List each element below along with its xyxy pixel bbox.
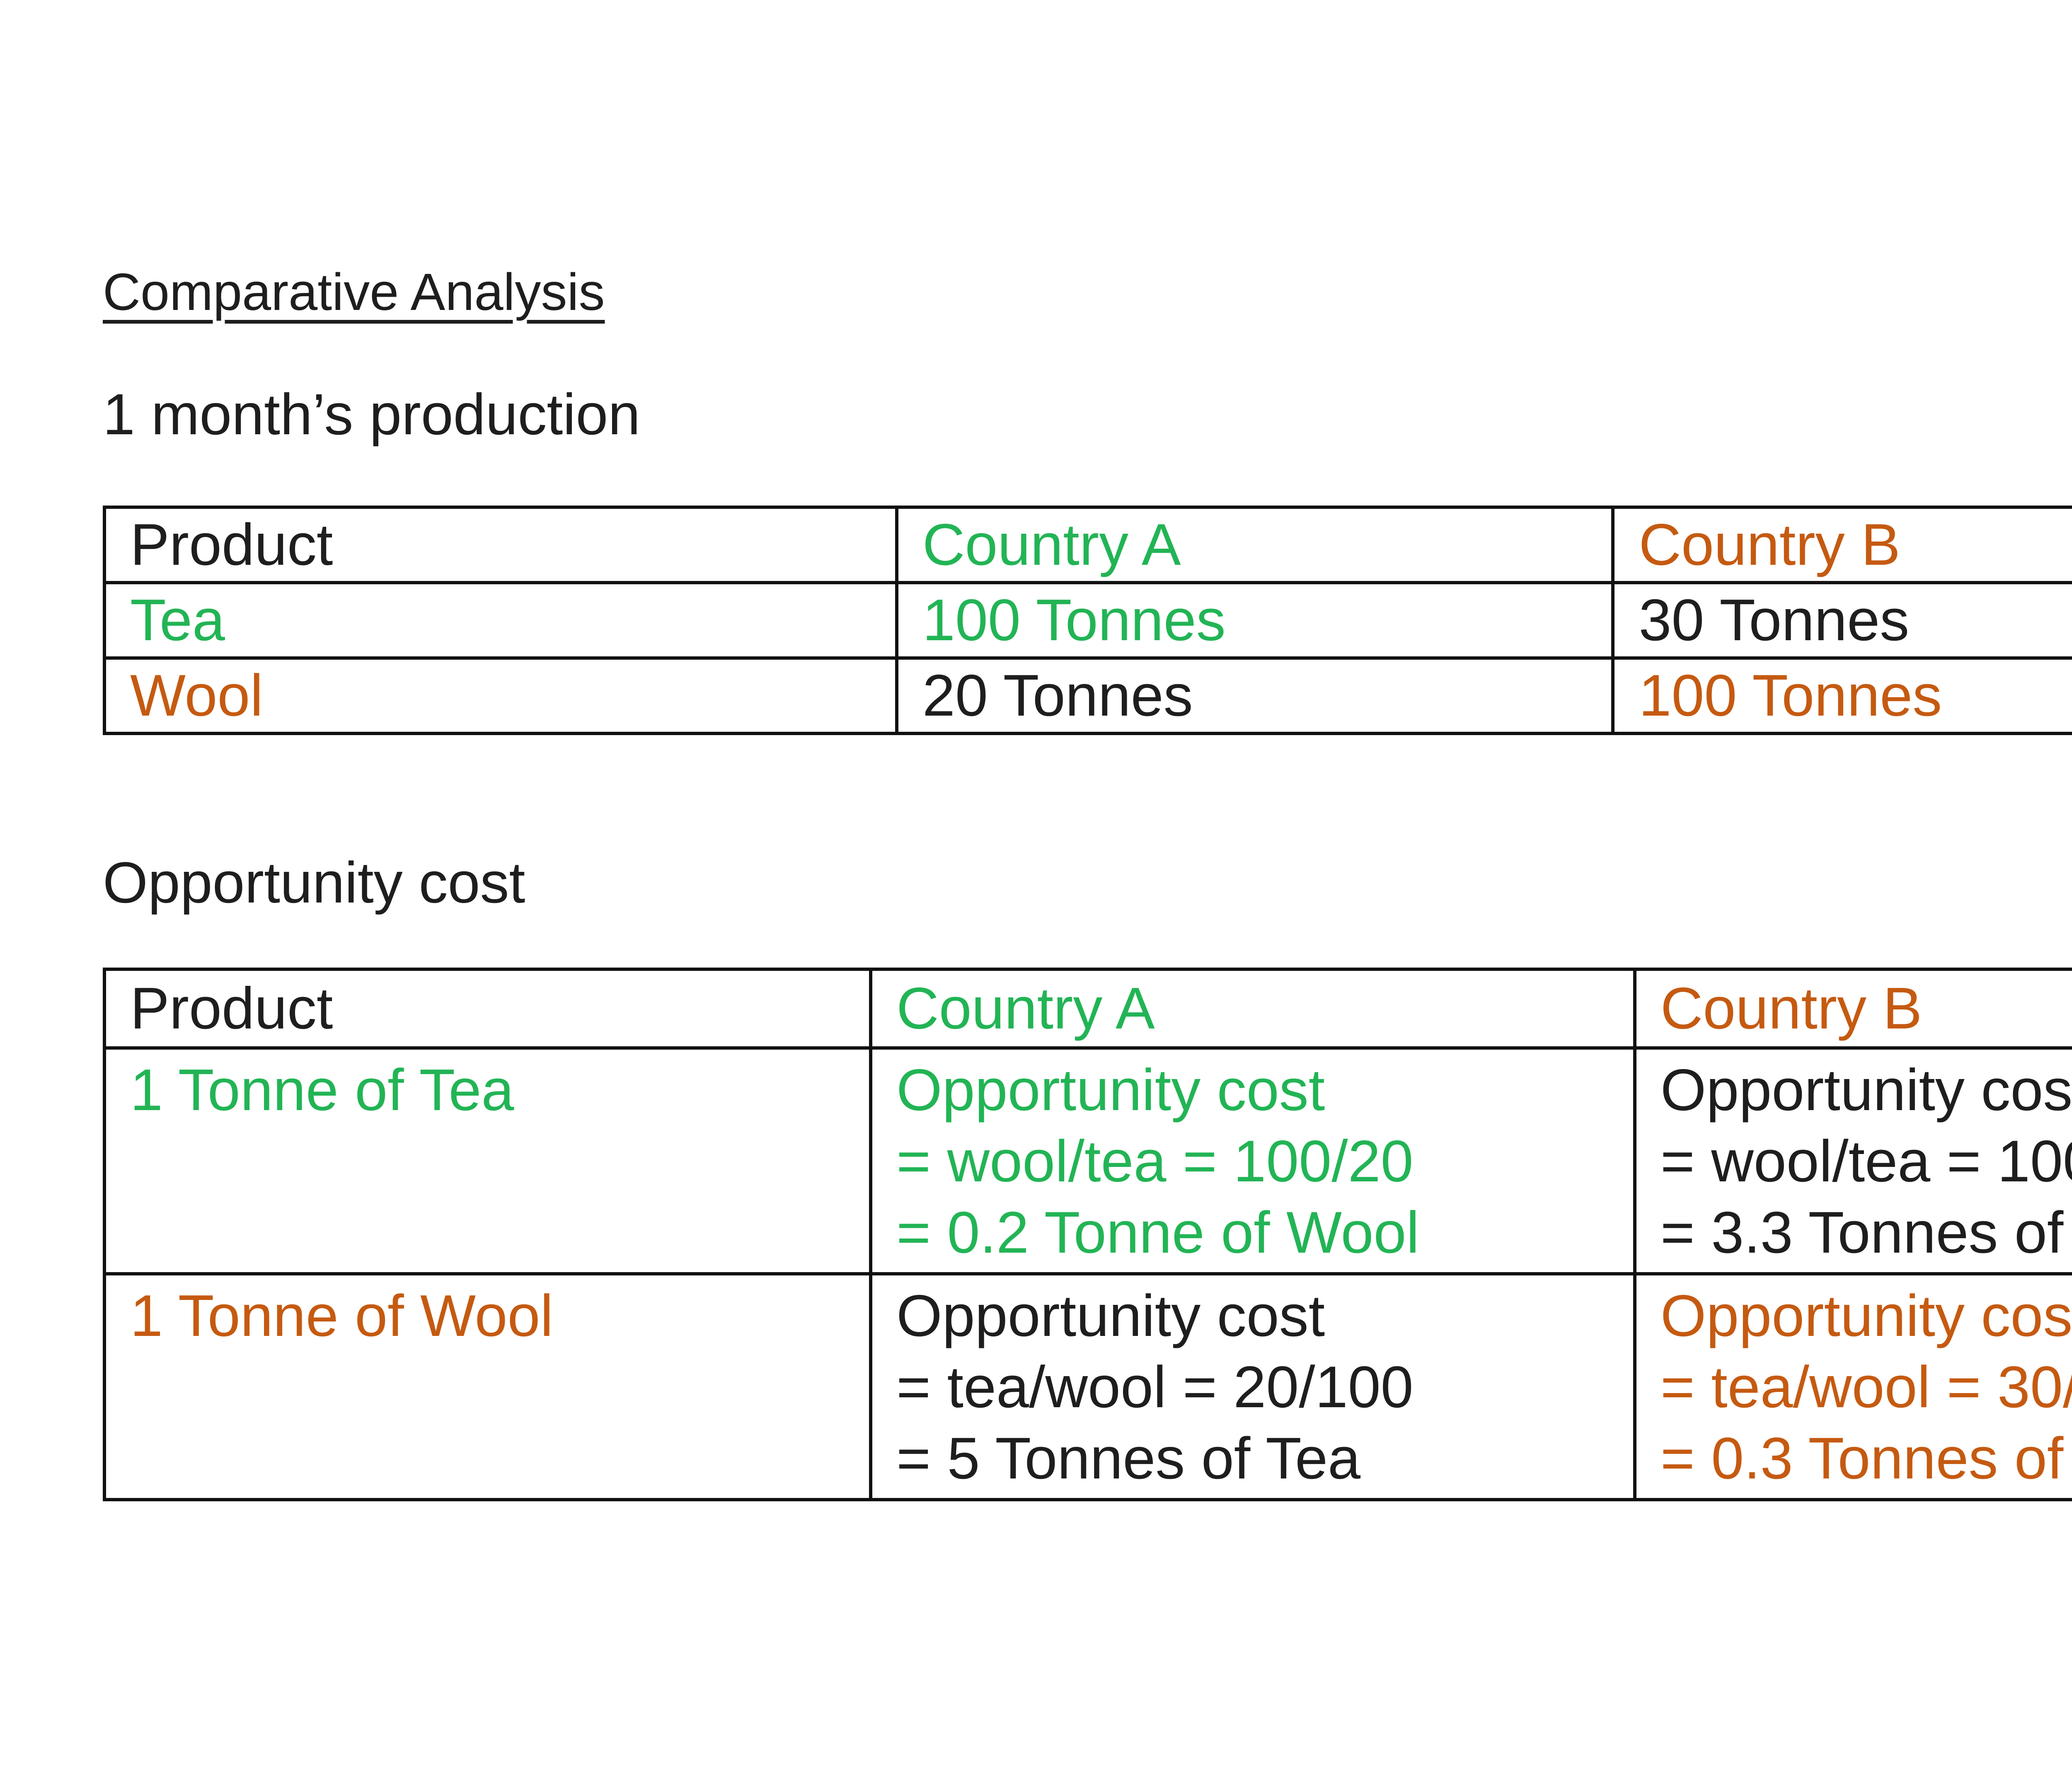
production-cell-wool-country-a: 20 Tonnes bbox=[895, 656, 1615, 735]
opportunity-header-country-a: Country A bbox=[869, 968, 1636, 1050]
cell-line: = 5 Tonnes of Tea bbox=[896, 1425, 1361, 1491]
opportunity-cell-tea-label: 1 Tonne of Tea bbox=[102, 1046, 873, 1275]
cell-line: Opportunity cost bbox=[896, 1057, 1325, 1123]
production-row-wool: Wool 20 Tonnes 100 Tonnes bbox=[103, 656, 2072, 735]
opportunity-row-tea: 1 Tonne of Tea Opportunity cost = wool/t… bbox=[102, 1046, 2072, 1275]
cell-line: = tea/wool = 20/100 bbox=[896, 1354, 1414, 1420]
opportunity-cell-tea-country-a: Opportunity cost = wool/tea = 100/20 = 0… bbox=[869, 1046, 1636, 1275]
production-cell-tea-country-a: 100 Tonnes bbox=[895, 581, 1615, 660]
production-table: Product Country A Country B Tea 100 Tonn… bbox=[103, 506, 2072, 735]
cell-line: = wool/tea = 100/20 bbox=[896, 1128, 1414, 1194]
cell-line: Opportunity cost bbox=[896, 1283, 1325, 1349]
cell-line: = tea/wool = 30/100 bbox=[1660, 1354, 2072, 1420]
cell-line: = 0.3 Tonnes of Tea bbox=[1660, 1425, 2072, 1491]
production-header-product: Product bbox=[103, 506, 898, 584]
production-header-country-b: Country B bbox=[1611, 506, 2072, 584]
production-cell-tea-label: Tea bbox=[103, 581, 898, 660]
cell-line: = wool/tea = 100/30 bbox=[1660, 1128, 2072, 1194]
opportunity-heading: Opportunity cost bbox=[103, 850, 525, 915]
opportunity-table-header-row: Product Country A Country B bbox=[102, 968, 2072, 1050]
opportunity-header-country-b: Country B bbox=[1633, 968, 2072, 1050]
opportunity-cell-wool-country-b: Opportunity cost = tea/wool = 30/100 = 0… bbox=[1633, 1272, 2072, 1501]
production-table-header-row: Product Country A Country B bbox=[103, 506, 2072, 584]
production-cell-tea-country-b: 30 Tonnes bbox=[1611, 581, 2072, 660]
cell-line: = 0.2 Tonne of Wool bbox=[896, 1200, 1420, 1265]
production-cell-wool-label: Wool bbox=[103, 656, 898, 735]
opportunity-cell-wool-label: 1 Tonne of Wool bbox=[102, 1272, 873, 1501]
opportunity-row-wool: 1 Tonne of Wool Opportunity cost = tea/w… bbox=[102, 1272, 2072, 1501]
cell-line: 1 Tonne of Wool bbox=[130, 1283, 554, 1349]
opportunity-header-product: Product bbox=[102, 968, 873, 1050]
production-cell-wool-country-b: 100 Tonnes bbox=[1611, 656, 2072, 735]
production-header-country-a: Country A bbox=[895, 506, 1615, 584]
cell-line: 1 Tonne of Tea bbox=[130, 1057, 514, 1123]
production-row-tea: Tea 100 Tonnes 30 Tonnes bbox=[103, 581, 2072, 660]
opportunity-cell-tea-country-b: Opportunity cost = wool/tea = 100/30 = 3… bbox=[1633, 1046, 2072, 1275]
opportunity-cell-wool-country-a: Opportunity cost = tea/wool = 20/100 = 5… bbox=[869, 1272, 1636, 1501]
cell-line: Opportunity cost bbox=[1660, 1283, 2072, 1349]
cell-line: = 3.3 Tonnes of Wool bbox=[1660, 1200, 2072, 1265]
production-heading: 1 month’s production bbox=[103, 382, 641, 447]
cell-line: Opportunity cost bbox=[1660, 1057, 2072, 1123]
page-title: Comparative Analysis bbox=[103, 263, 605, 321]
opportunity-table: Product Country A Country B 1 Tonne of T… bbox=[102, 968, 2072, 1501]
